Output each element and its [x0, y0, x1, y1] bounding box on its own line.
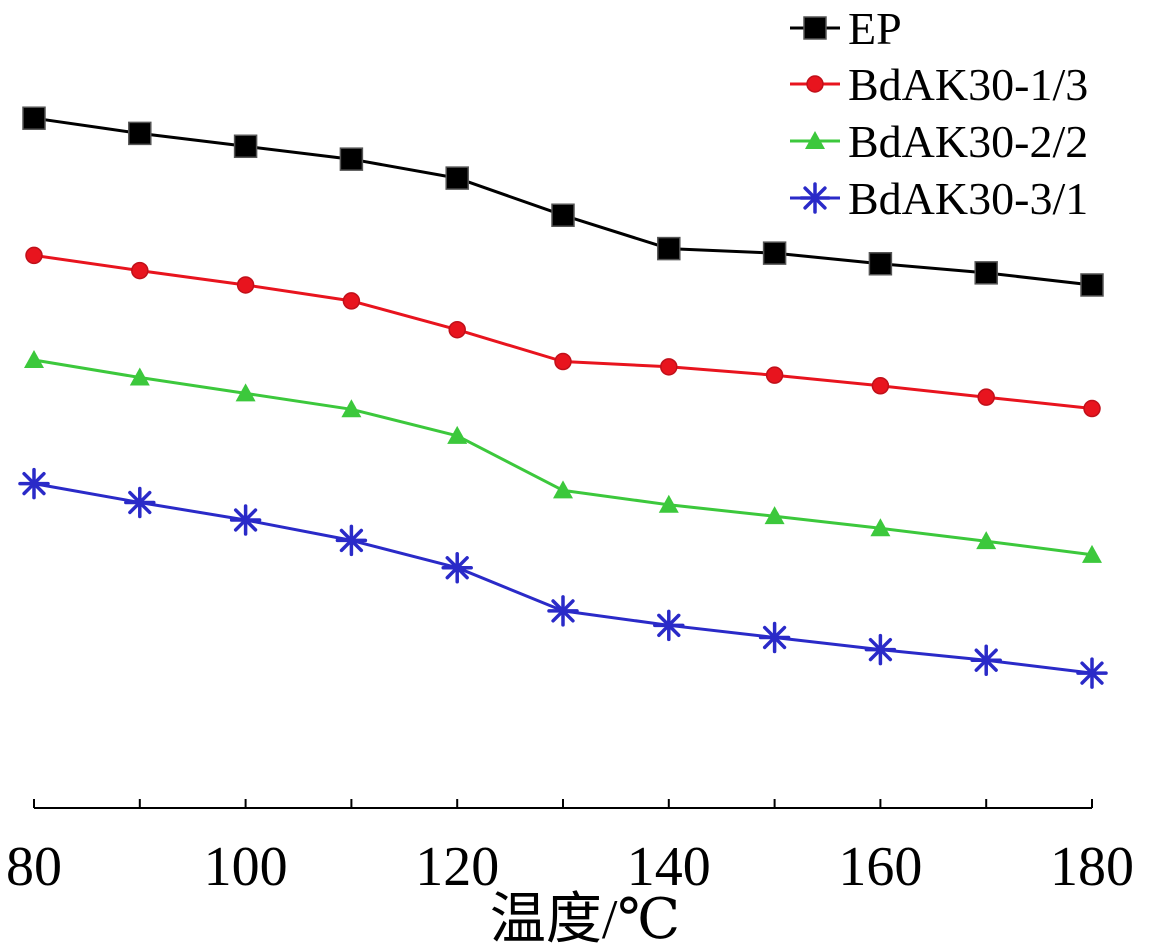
data-point: [974, 261, 998, 285]
data-point: [658, 494, 679, 513]
x-tick-label: 160: [838, 836, 922, 898]
asterisk-stroke: [762, 625, 787, 650]
asterisk-stroke: [233, 508, 258, 532]
series-line: [33, 358, 1093, 557]
data-point: [547, 595, 579, 627]
data-point: [448, 320, 466, 339]
data-point: [341, 399, 362, 418]
x-tick-label: 100: [204, 836, 288, 898]
plot-area: [18, 106, 1108, 689]
data-point: [1080, 273, 1104, 297]
data-point: [871, 377, 890, 395]
data-point: [653, 609, 685, 642]
data-point: [762, 241, 787, 265]
series-line: [33, 482, 1093, 675]
legend-label: BdAK30-2/2: [848, 116, 1088, 167]
data-point: [441, 551, 473, 584]
data-point: [657, 236, 681, 261]
data-point: [124, 486, 156, 519]
series-0: [22, 106, 1104, 297]
asterisk-stroke: [339, 528, 364, 553]
data-point: [870, 518, 891, 537]
legend-marker: [799, 182, 831, 214]
series-1: [25, 246, 1101, 418]
data-point: [129, 367, 150, 386]
x-axis-label: 温度/℃: [490, 889, 680, 947]
data-point: [764, 506, 785, 525]
data-point: [236, 276, 255, 294]
legend-label: EP: [848, 3, 902, 54]
legend-entry: BdAK30-3/1: [790, 173, 1088, 224]
data-point: [235, 383, 256, 402]
data-point: [447, 425, 468, 444]
data-point: [660, 358, 678, 376]
data-point: [1076, 657, 1108, 689]
data-point: [24, 350, 44, 369]
data-point: [1083, 399, 1101, 418]
asterisk-stroke: [657, 613, 681, 637]
legend-marker: [803, 16, 827, 40]
data-point: [758, 621, 791, 654]
data-point: [551, 203, 575, 227]
legend-label: BdAK30-3/1: [848, 173, 1088, 224]
data-point: [868, 252, 893, 276]
data-point: [22, 106, 46, 130]
data-point: [765, 366, 784, 384]
x-tick-label: 120: [415, 836, 499, 898]
asterisk-stroke: [128, 490, 152, 515]
legend-entry: BdAK30-2/2: [790, 116, 1088, 167]
data-point: [553, 480, 573, 499]
data-point: [864, 633, 897, 666]
x-tick-label: 180: [1050, 836, 1134, 898]
data-point: [128, 121, 152, 146]
asterisk-stroke: [551, 599, 575, 623]
data-point: [1082, 544, 1102, 563]
asterisk-stroke: [803, 186, 827, 210]
legend-entry: EP: [790, 3, 902, 54]
data-point: [25, 246, 43, 265]
data-point: [339, 147, 364, 171]
asterisk-stroke: [1080, 661, 1104, 685]
x-tick-label: 140: [627, 836, 711, 898]
data-point: [977, 388, 995, 406]
x-axis: 80 100 120 140 160 180: [6, 799, 1134, 898]
data-point: [335, 524, 368, 557]
asterisk-stroke: [974, 648, 998, 672]
data-point: [229, 504, 262, 536]
asterisk-stroke: [22, 471, 46, 496]
data-point: [18, 467, 50, 500]
legend-marker: [805, 131, 825, 149]
legend-entry: BdAK30-1/3: [790, 59, 1088, 110]
data-point: [342, 292, 361, 310]
data-point: [131, 261, 149, 280]
legend-label: BdAK30-1/3: [848, 59, 1088, 110]
data-point: [970, 644, 1002, 676]
asterisk-stroke: [445, 556, 469, 580]
data-point: [233, 134, 258, 159]
legend-marker: [806, 75, 824, 93]
series-2: [24, 350, 1102, 563]
series-3: [18, 467, 1108, 689]
data-point: [976, 531, 997, 550]
x-tick-label: 80: [6, 836, 62, 898]
asterisk-stroke: [868, 637, 893, 662]
data-point: [554, 352, 572, 371]
data-point: [445, 166, 469, 190]
